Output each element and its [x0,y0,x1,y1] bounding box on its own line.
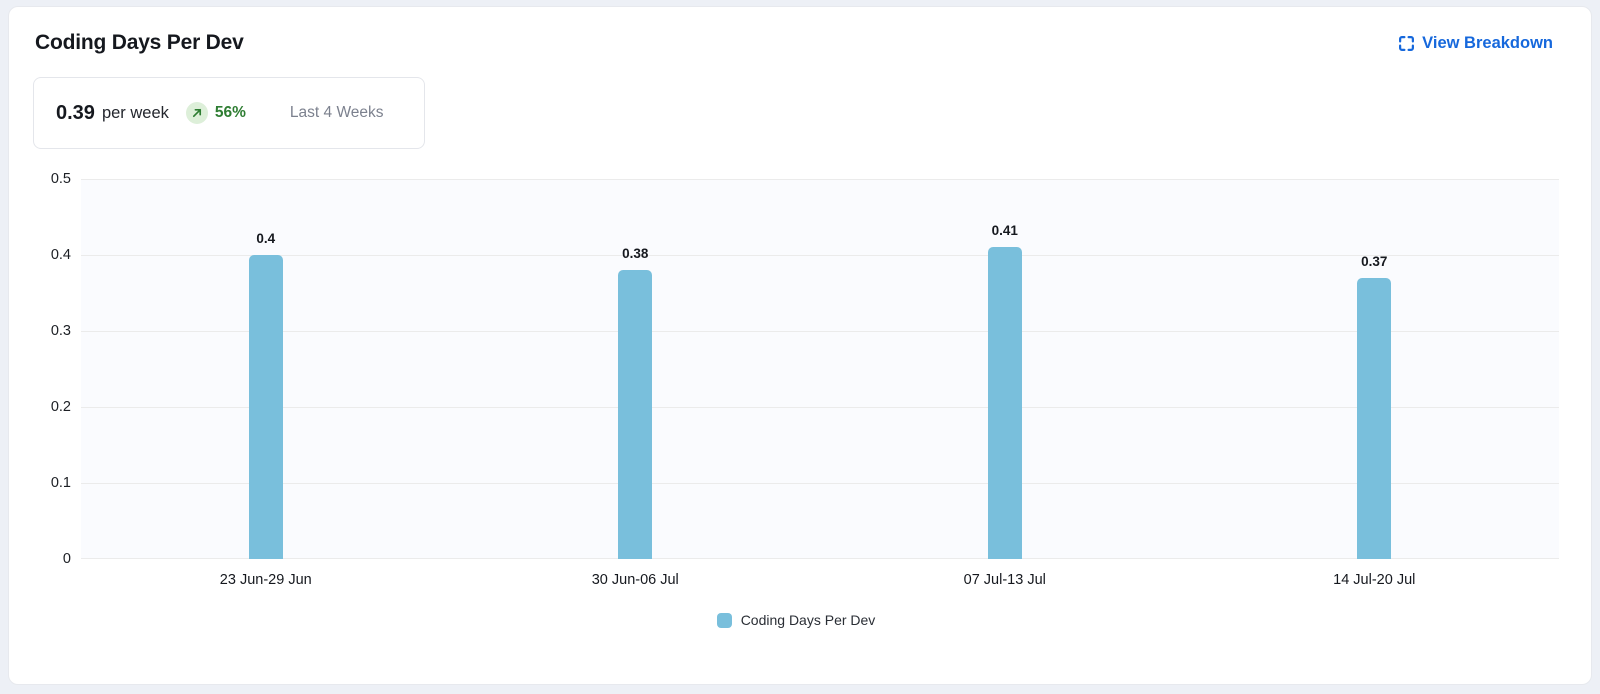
bar-value-label: 0.4 [256,231,276,246]
bar[interactable] [987,247,1022,559]
y-axis-tick-label: 0.5 [50,171,71,187]
bar-band: 0.4 [81,179,451,559]
card-header: Coding Days Per Dev View Breakdown [9,7,1591,55]
x-axis-tick-label: 23 Jun-29 Jun [219,572,312,588]
summary-stat-card: 0.39 per week 56% Last 4 Weeks [33,77,425,149]
gridline [81,179,1559,180]
bar-band: 0.41 [820,179,1190,559]
bar-band: 0.38 [451,179,821,559]
gridline [81,558,1559,559]
view-breakdown-link[interactable]: View Breakdown [1398,34,1553,53]
view-breakdown-label: View Breakdown [1422,33,1553,52]
y-axis-tick-label: 0.3 [50,323,71,339]
bar-band: 0.37 [1190,179,1560,559]
gridline [81,255,1559,256]
bar-chart: 0 0.1 0.2 0.3 0.4 0.5 0.4 0.38 0.41 0.37 23 Jun-… [9,171,1591,628]
legend-label: Coding Days Per Dev [740,612,876,628]
y-axis-tick-label: 0 [62,551,71,567]
y-axis-tick-label: 0.2 [50,399,71,415]
bar-value-label: 0.38 [622,246,649,262]
x-axis-tick-label: 30 Jun-06 Jul [591,572,679,588]
trend-percentage: 56% [214,104,246,121]
page-title: Coding Days Per Dev [35,31,244,54]
trend-up-arrow-icon [185,102,208,124]
y-axis-tick-label: 0.4 [50,247,71,263]
legend-swatch [716,612,732,628]
chart-legend: Coding Days Per Dev [33,612,1559,628]
bar-value-label: 0.37 [1361,253,1388,269]
expand-icon [1398,35,1415,52]
bar[interactable] [248,255,283,559]
stat-value: 0.39 [56,101,95,124]
stat-period: Last 4 Weeks [289,104,384,121]
bar-value-label: 0.41 [991,223,1018,239]
coding-days-card: Coding Days Per Dev View Breakdown 0.39 … [8,6,1592,685]
gridline [81,331,1559,332]
gridline [81,483,1559,484]
legend-item[interactable]: Coding Days Per Dev [716,612,876,628]
trend-badge: 56% [185,102,246,124]
x-axis-tick-label: 07 Jul-13 Jul [963,572,1046,588]
y-axis-tick-label: 0.1 [50,475,71,491]
stat-unit: per week [101,103,169,122]
bar[interactable] [618,270,653,559]
x-axis: 23 Jun-29 Jun 30 Jun-06 Jul 07 Jul-13 Jul 1… [81,572,1559,588]
plot-area: 0.4 0.38 0.41 0.37 [81,179,1559,559]
bar[interactable] [1357,277,1392,559]
y-axis: 0 0.1 0.2 0.3 0.4 0.5 [33,171,81,567]
gridline [81,407,1559,408]
x-axis-tick-label: 14 Jul-20 Jul [1333,572,1416,588]
